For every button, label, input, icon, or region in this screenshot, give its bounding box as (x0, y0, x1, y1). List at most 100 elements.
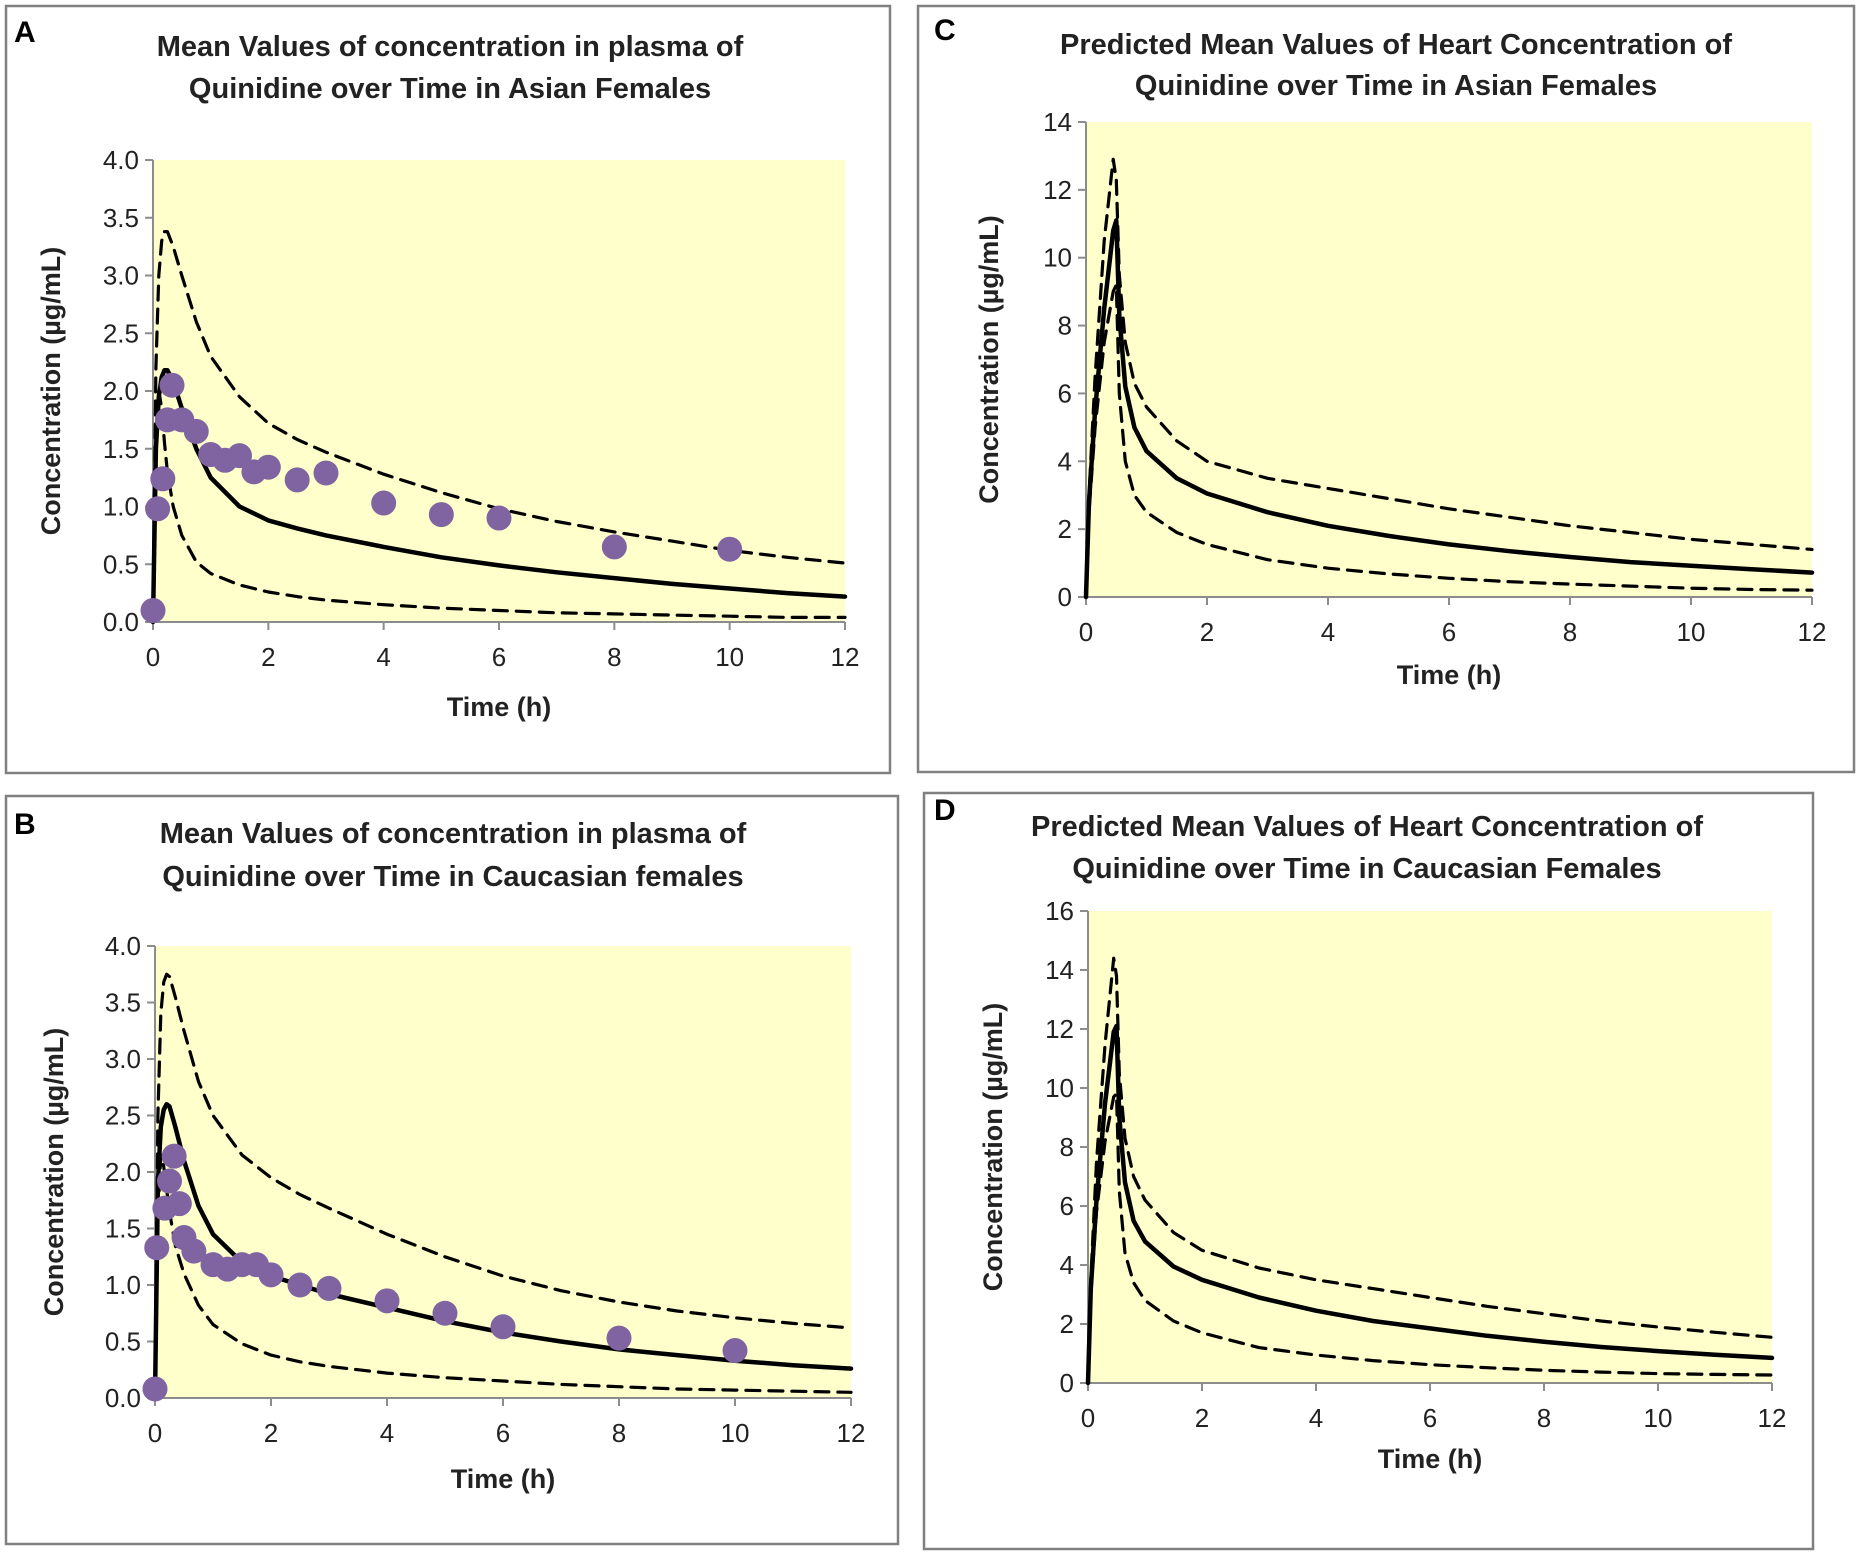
x-tick-label: 4 (380, 1418, 394, 1448)
predicted-lower-line (1084, 283, 1814, 599)
y-tick-label: 10 (1045, 1073, 1074, 1103)
panel-c: 0 2 4 6 8 10 12 14 0 2 4 6 8 10 12 Predicted Mean Value… (916, 4, 1856, 774)
y-tick-label: 4.0 (105, 931, 141, 961)
y-tick-label: 2.5 (105, 1101, 141, 1131)
panel-a: 0.0 0.5 1.0 1.5 2.0 2.5 3.0 3.5 4.0 0 2 4 6 8 10 12 Mean… (4, 4, 892, 775)
observed-point (428, 502, 454, 528)
y-tick-label: 16 (1045, 896, 1074, 926)
predicted-mean-line (1085, 1023, 1775, 1386)
observed-point (145, 496, 171, 522)
observed-point (722, 1338, 748, 1364)
y-tick-label: 2.0 (103, 376, 139, 406)
predicted-mean-line (150, 367, 848, 625)
x-tick-label: 8 (612, 1418, 626, 1448)
predicted-upper-line (1086, 956, 1774, 1385)
y-axis-title: Concentration (µg/mL) (39, 1028, 69, 1317)
observed-point (606, 1325, 632, 1351)
chart-title-line: Mean Values of concentration in plasma o… (157, 31, 744, 63)
predicted-lower-line (151, 389, 847, 624)
chart-title-line: Mean Values of concentration in plasma o… (160, 818, 747, 850)
x-axis-title: Time (h) (1397, 660, 1502, 690)
observed-point (142, 1376, 168, 1402)
y-tick-label: 12 (1045, 1014, 1074, 1044)
predicted-upper-line (151, 230, 847, 624)
y-tick-label: 6 (1060, 1191, 1074, 1221)
observed-point (166, 1191, 192, 1217)
chart-title-line: Quinidine over Time in Caucasian females (162, 861, 743, 893)
y-tick-label: 1.5 (103, 434, 139, 464)
x-tick-label: 6 (1423, 1403, 1437, 1433)
x-axis-title: Time (h) (1378, 1444, 1483, 1474)
predicted-mean-line (1083, 218, 1815, 600)
chart-title-line: Predicted Mean Values of Heart Concentra… (1060, 29, 1732, 61)
x-tick-label: 10 (1644, 1403, 1673, 1433)
observed-point (150, 466, 176, 492)
observed-point (284, 467, 310, 493)
plot-area (1086, 122, 1812, 597)
x-tick-label: 8 (1563, 617, 1577, 647)
observed-point (371, 490, 397, 516)
observed-point (490, 1314, 516, 1340)
panel-label: B (14, 808, 36, 841)
y-tick-label: 0 (1058, 582, 1072, 612)
observed-point (313, 460, 339, 486)
y-axis-title: Concentration (µg/mL) (978, 1003, 1008, 1292)
x-tick-label: 2 (264, 1418, 278, 1448)
y-tick-label: 2 (1058, 514, 1072, 544)
y-tick-label: 2.5 (103, 318, 139, 348)
observed-point (601, 534, 627, 560)
panel-b: 0.0 0.5 1.0 1.5 2.0 2.5 3.0 3.5 4.0 0 2 4 6 8 10 12 Mean… (4, 794, 900, 1546)
panel-d: 0 2 4 6 8 10 12 14 16 0 2 4 6 8 10 12 Predicted Mean Val… (922, 791, 1815, 1551)
y-tick-label: 0.0 (105, 1383, 141, 1413)
observed-point (432, 1300, 458, 1326)
x-tick-label: 0 (148, 1418, 162, 1448)
observed-point (159, 372, 185, 398)
x-tick-label: 8 (607, 642, 621, 672)
x-tick-label: 10 (721, 1418, 750, 1448)
y-tick-label: 12 (1043, 175, 1072, 205)
y-tick-label: 4 (1060, 1250, 1074, 1280)
observed-point (181, 1238, 207, 1264)
predicted-lower-line (1086, 1092, 1774, 1385)
observed-point (287, 1272, 313, 1298)
y-tick-label: 1.0 (105, 1270, 141, 1300)
y-tick-label: 4 (1058, 446, 1072, 476)
panel-label: D (934, 794, 956, 827)
observed-point (486, 505, 512, 531)
chart-title-line: Predicted Mean Values of Heart Concentra… (1031, 811, 1703, 843)
y-axis-title: Concentration (µg/mL) (974, 215, 1004, 504)
observed-point (183, 418, 209, 444)
y-tick-label: 3.5 (105, 988, 141, 1018)
predicted-upper-line (1084, 157, 1814, 599)
y-tick-label: 2 (1060, 1309, 1074, 1339)
observed-point (374, 1288, 400, 1314)
y-tick-label: 0.5 (103, 549, 139, 579)
y-tick-label: 8 (1058, 311, 1072, 341)
x-tick-label: 8 (1537, 1403, 1551, 1433)
chart-title-line: Quinidine over Time in Asian Females (189, 73, 711, 105)
predicted-upper-line (153, 972, 853, 1400)
y-tick-label: 4.0 (103, 145, 139, 175)
x-tick-label: 6 (496, 1418, 510, 1448)
plot-area (1088, 911, 1772, 1383)
y-axis-title: Concentration (µg/mL) (36, 247, 66, 536)
x-tick-label: 4 (1321, 617, 1335, 647)
x-tick-label: 6 (1442, 617, 1456, 647)
observed-point (227, 443, 252, 469)
y-tick-label: 14 (1043, 107, 1072, 137)
x-tick-label: 4 (1309, 1403, 1323, 1433)
chart-title-line: Quinidine over Time in Caucasian Females (1072, 853, 1661, 885)
y-tick-label: 1.0 (103, 492, 139, 522)
x-tick-label: 0 (1079, 617, 1093, 647)
x-axis-title: Time (h) (447, 692, 552, 722)
x-tick-label: 0 (1081, 1403, 1095, 1433)
y-tick-label: 6 (1058, 378, 1072, 408)
y-tick-label: 2.0 (105, 1157, 141, 1187)
panel-label: C (934, 14, 956, 47)
y-tick-label: 10 (1043, 243, 1072, 273)
x-tick-label: 10 (1677, 617, 1706, 647)
y-tick-label: 0 (1060, 1368, 1074, 1398)
y-tick-label: 3.0 (103, 261, 139, 291)
x-tick-label: 12 (1798, 617, 1827, 647)
